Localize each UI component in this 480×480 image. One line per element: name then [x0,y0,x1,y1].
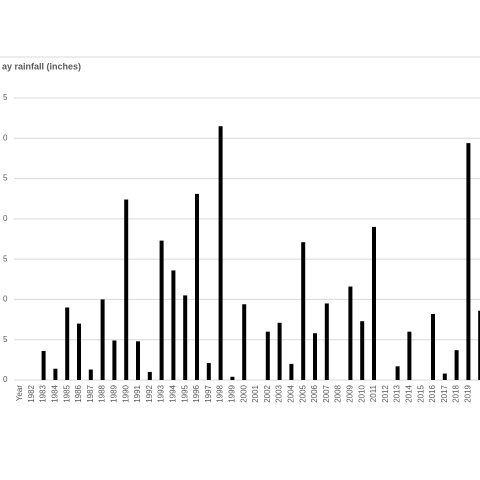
y-tick-label: 0 [3,295,8,304]
x-tick-label: 2007 [322,384,331,402]
x-tick-label: 2004 [287,384,296,402]
bar [372,226,376,380]
bar [195,193,199,380]
x-tick-label: Year [15,385,24,402]
bar [301,242,306,380]
bar [230,376,235,380]
x-tick-label: 1998 [216,384,225,402]
x-tick-label: 2015 [416,384,425,402]
bar [407,331,412,380]
bar [159,240,164,380]
x-tick-label: 2010 [357,384,366,402]
y-tick-label: 5 [3,174,8,183]
x-tick-label: 2011 [369,384,378,402]
bar [454,350,459,380]
bar [395,366,400,380]
x-tick-label: 2012 [381,384,390,402]
bar [88,369,93,380]
bar [324,303,329,380]
x-tick-label: 2001 [251,384,260,402]
bar [218,126,223,380]
x-tick-label: 1991 [133,384,142,402]
bar [242,304,247,380]
bar [100,299,105,380]
bar [53,368,58,380]
x-tick-label: 1984 [51,384,60,402]
x-tick-label: 2014 [405,384,414,402]
y-tick-label: 0 [3,375,8,384]
bar [313,333,317,380]
bar [124,199,129,380]
x-tick-label: 2000 [239,384,248,402]
bar [147,371,152,380]
x-tick-label: 1989 [110,384,119,402]
bar [442,373,447,380]
x-tick-label: 1996 [192,384,201,402]
bar [171,270,176,380]
x-tick-label: 1983 [39,384,48,402]
bar [112,340,117,380]
bar [277,322,282,380]
x-tick-label: 2016 [428,384,437,402]
x-tick-label: 2018 [452,384,461,402]
x-tick-label: 1992 [145,384,154,402]
x-tick-label: 1995 [180,384,189,402]
chart-title: ay rainfall (inches) [2,61,81,71]
bar [265,331,270,380]
bar [41,350,46,380]
y-tick-label: 5 [3,335,8,344]
x-tick-label: 2008 [334,384,343,402]
x-tick-label: 1982 [27,384,36,402]
x-tick-label: 2017 [440,384,449,402]
bar [65,307,70,380]
y-tick-label: 5 [3,93,8,102]
x-tick-label: 2002 [263,384,272,402]
x-tick-label: 2009 [346,384,355,402]
x-tick-label: 2006 [310,384,319,402]
bar [206,363,211,380]
x-tick-label: 1999 [228,384,237,402]
bar [360,321,365,380]
x-tick-label: 1993 [157,384,166,402]
bar [431,313,435,380]
bar [478,310,480,380]
bar [289,363,294,380]
x-tick-label: 1997 [204,384,213,402]
x-tick-label: 1994 [169,384,178,402]
x-tick-label: 2013 [393,384,402,402]
bar [348,286,353,380]
y-tick-label: 0 [3,133,8,142]
x-tick-label: 1988 [98,384,107,402]
bar [183,295,188,380]
y-tick-label: 5 [3,254,8,263]
x-tick-label: 2019 [464,384,473,402]
x-tick-label: 1986 [74,384,83,402]
y-tick-label: 0 [3,214,8,223]
x-tick-label: 1985 [62,384,71,402]
x-tick-label: 1987 [86,384,95,402]
bar [77,323,81,380]
bar [466,143,471,380]
bar [136,341,140,380]
x-tick-label: 2003 [275,384,284,402]
x-tick-label: 1990 [121,384,130,402]
x-tick-label: 2005 [298,384,307,402]
